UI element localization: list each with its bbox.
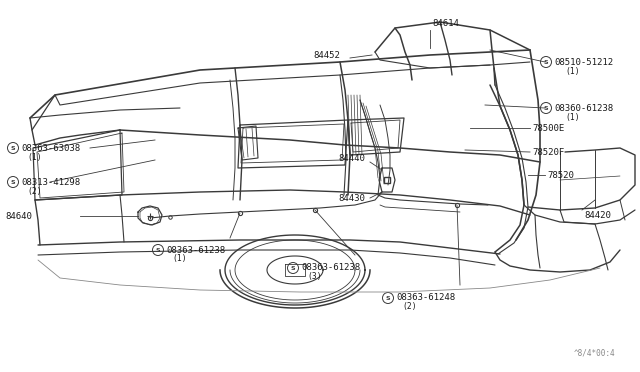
Text: 78520: 78520 — [547, 170, 574, 180]
Text: (1): (1) — [172, 254, 187, 263]
Text: 84640: 84640 — [5, 212, 32, 221]
Text: (2): (2) — [402, 302, 417, 311]
Text: 84420: 84420 — [584, 211, 611, 219]
Text: 84430: 84430 — [338, 193, 365, 202]
Text: 08313-41298: 08313-41298 — [21, 177, 80, 186]
Text: S: S — [386, 295, 390, 301]
Text: S: S — [11, 180, 15, 185]
Text: S: S — [156, 247, 160, 253]
Text: 78500E: 78500E — [532, 124, 564, 132]
Text: 08363-63038: 08363-63038 — [21, 144, 80, 153]
Text: 84440: 84440 — [338, 154, 365, 163]
Text: 08363-61238: 08363-61238 — [301, 263, 360, 273]
Text: (2): (2) — [27, 186, 42, 196]
Text: ^8/4*00:4: ^8/4*00:4 — [573, 349, 615, 358]
Text: 78520F: 78520F — [532, 148, 564, 157]
Text: (1): (1) — [565, 67, 580, 76]
Text: (1): (1) — [565, 112, 580, 122]
Text: 08360-61238: 08360-61238 — [554, 103, 613, 112]
Text: 84614: 84614 — [432, 19, 459, 28]
Text: 84452: 84452 — [313, 51, 340, 60]
Text: (1): (1) — [27, 153, 42, 161]
Text: (3): (3) — [307, 273, 322, 282]
Text: S: S — [544, 106, 548, 110]
Text: 08363-61238: 08363-61238 — [166, 246, 225, 254]
Text: 08363-61248: 08363-61248 — [396, 294, 455, 302]
Text: S: S — [544, 60, 548, 64]
Text: S: S — [11, 145, 15, 151]
Text: S: S — [291, 266, 295, 270]
Text: 08510-51212: 08510-51212 — [554, 58, 613, 67]
